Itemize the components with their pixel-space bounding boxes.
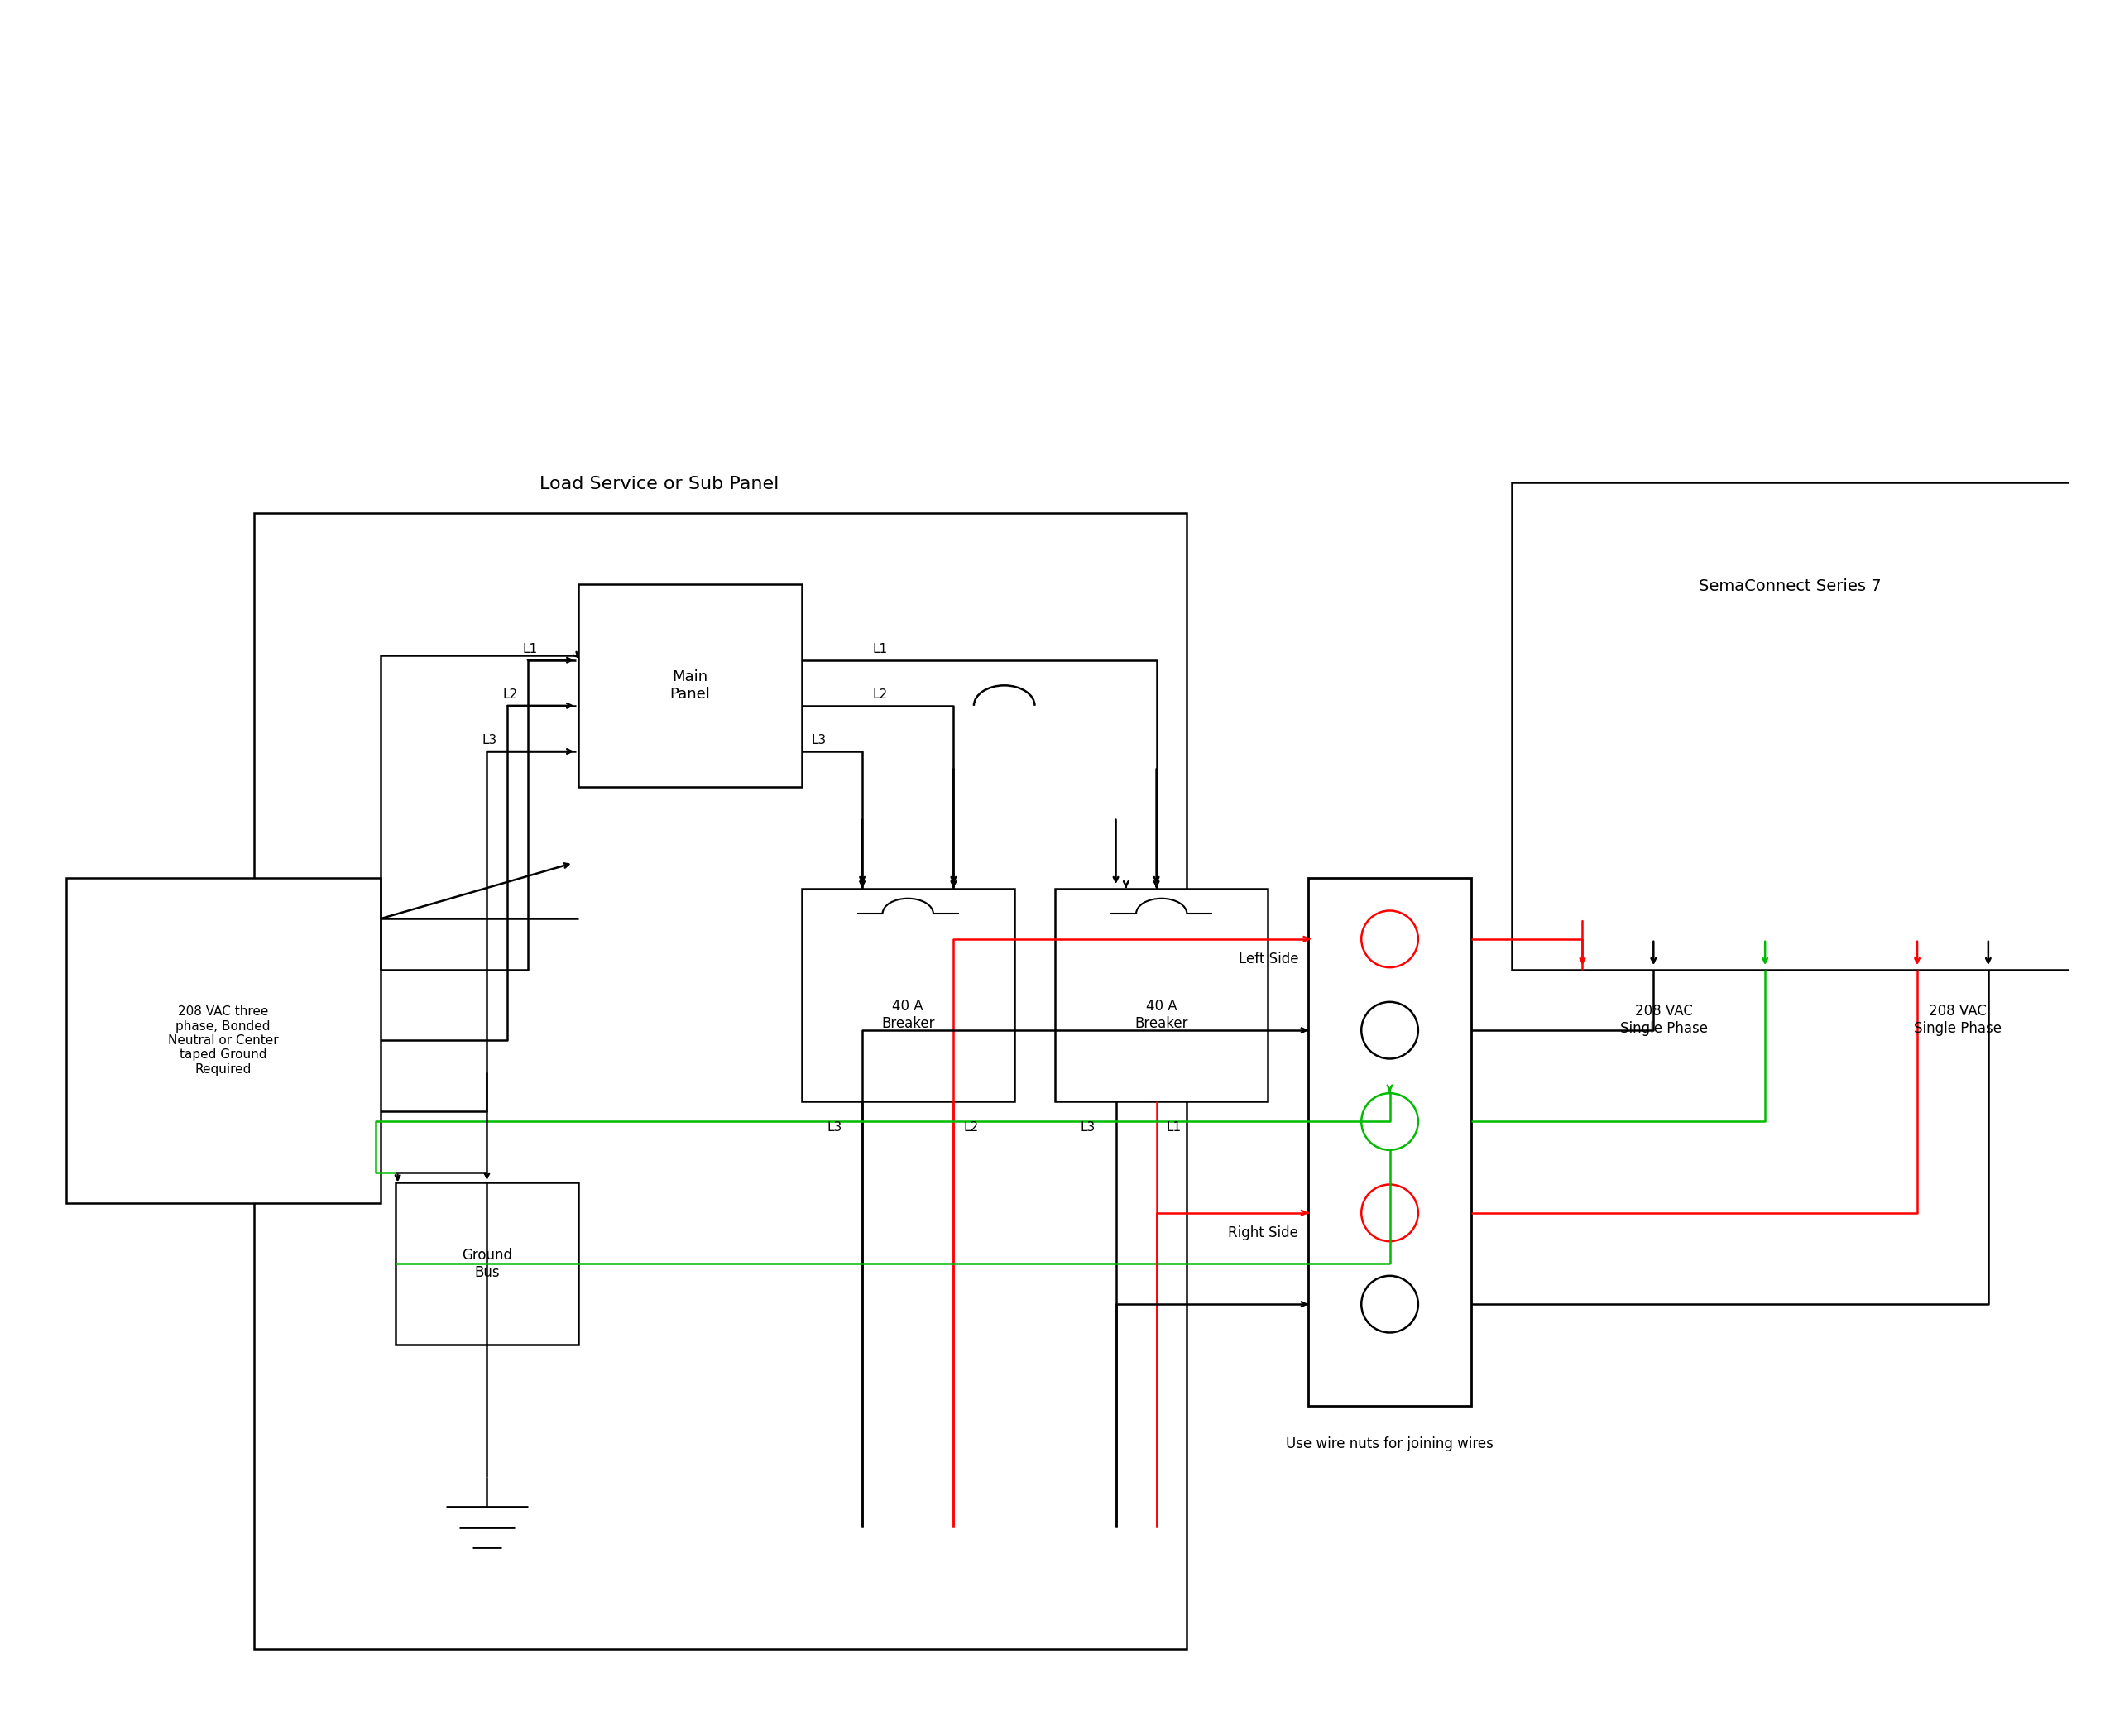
Circle shape xyxy=(1361,1094,1418,1149)
Bar xyxy=(1511,483,2070,969)
Text: L2: L2 xyxy=(964,1121,979,1134)
Text: L1: L1 xyxy=(1167,1121,1182,1134)
Text: Load Service or Sub Panel: Load Service or Sub Panel xyxy=(540,476,779,493)
Text: L1: L1 xyxy=(871,642,888,654)
Text: 208 VAC three
phase, Bonded
Neutral or Center
taped Ground
Required: 208 VAC three phase, Bonded Neutral or C… xyxy=(169,1005,279,1076)
Text: L2: L2 xyxy=(871,687,888,701)
Text: Use wire nuts for joining wires: Use wire nuts for joining wires xyxy=(1285,1436,1494,1451)
Bar xyxy=(1308,878,1471,1406)
Text: L3: L3 xyxy=(1080,1121,1095,1134)
Circle shape xyxy=(1361,1184,1418,1241)
Text: Right Side: Right Side xyxy=(1228,1226,1298,1241)
Text: L1: L1 xyxy=(523,642,538,654)
Bar xyxy=(1055,889,1268,1101)
Text: L2: L2 xyxy=(502,687,517,701)
Bar xyxy=(65,878,380,1203)
Text: 40 A
Breaker: 40 A Breaker xyxy=(882,998,935,1031)
Circle shape xyxy=(1361,1276,1418,1333)
Text: 208 VAC
Single Phase: 208 VAC Single Phase xyxy=(1620,1003,1707,1036)
Text: 40 A
Breaker: 40 A Breaker xyxy=(1135,998,1188,1031)
Bar xyxy=(578,583,802,786)
Text: L3: L3 xyxy=(481,734,498,746)
Bar xyxy=(253,512,1186,1649)
Text: L3: L3 xyxy=(827,1121,842,1134)
Text: Left Side: Left Side xyxy=(1239,951,1298,967)
Bar xyxy=(397,1182,578,1345)
Text: L3: L3 xyxy=(812,734,827,746)
Circle shape xyxy=(1361,911,1418,967)
Text: 208 VAC
Single Phase: 208 VAC Single Phase xyxy=(1914,1003,2002,1036)
Text: Main
Panel: Main Panel xyxy=(669,670,711,701)
Text: SemaConnect Series 7: SemaConnect Series 7 xyxy=(1699,578,1882,594)
Circle shape xyxy=(1361,1002,1418,1059)
Bar xyxy=(802,889,1015,1101)
Text: Ground
Bus: Ground Bus xyxy=(462,1248,513,1279)
